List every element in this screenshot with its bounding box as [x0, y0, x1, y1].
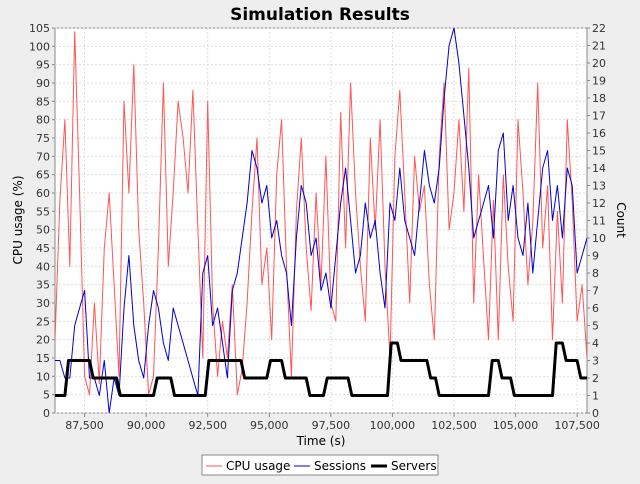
y-right-tick-label: 19 [592, 75, 606, 88]
y-left-tick-label: 85 [36, 95, 50, 108]
y-left-tick-label: 80 [36, 114, 50, 127]
y-right-tick-label: 22 [592, 22, 606, 35]
y-left-tick-label: 105 [29, 22, 50, 35]
series-line-sessions [55, 28, 587, 413]
legend-box [201, 454, 439, 476]
x-tick-label: 100,000 [370, 419, 416, 432]
y-left-tick-label: 60 [36, 187, 50, 200]
y-left-tick-label: 40 [36, 260, 50, 273]
legend: CPU usage Sessions Servers [201, 454, 439, 476]
y-right-tick-label: 21 [592, 40, 606, 53]
y-left-label: CPU usage (%) [11, 175, 25, 264]
y-right-tick-label: 18 [592, 92, 606, 105]
y-right-tick-label: 17 [592, 110, 606, 123]
y-right-tick-label: 10 [592, 232, 606, 245]
y-left-tick-label: 20 [36, 334, 50, 347]
y-left-tick-label: 5 [43, 389, 50, 402]
legend-label-cpu-usage: CPU usage [226, 459, 290, 473]
y-right-tick-label: 13 [592, 180, 606, 193]
y-left-tick-label: 10 [36, 370, 50, 383]
x-tick-label: 105,000 [493, 419, 539, 432]
y-left-tick-label: 45 [36, 242, 50, 255]
y-right-tick-label: 20 [592, 57, 606, 70]
y-right-tick-label: 6 [592, 302, 599, 315]
y-right-tick-label: 16 [592, 127, 606, 140]
y-left-tick-label: 15 [36, 352, 50, 365]
y-left-tick-label: 100 [29, 40, 50, 53]
x-tick-label: 102,500 [431, 419, 477, 432]
x-tick-label: 90,000 [127, 419, 166, 432]
y-left-tick-label: 90 [36, 77, 50, 90]
x-tick-label: 107,500 [554, 419, 600, 432]
y-left-tick-label: 25 [36, 315, 50, 328]
y-right-tick-label: 8 [592, 267, 599, 280]
y-left-tick-label: 0 [43, 407, 50, 420]
y-right-tick-label: 3 [592, 355, 599, 368]
x-tick-label: 92,500 [188, 419, 227, 432]
series-group [55, 28, 587, 413]
y-right-tick-label: 11 [592, 215, 606, 228]
x-axis: 87,500 90,000 92,500 95,000 97,500 100,000 102… [65, 413, 600, 432]
y-left-tick-label: 35 [36, 279, 50, 292]
y-left-tick-label: 70 [36, 150, 50, 163]
left-axis: 0 5 10 15 20 25 30 35 40 45 50 55 60 65 70 75 80 85 90 95 10… [29, 22, 55, 420]
y-right-tick-label: 14 [592, 162, 606, 175]
y-right-tick-label: 4 [592, 337, 599, 350]
plot-area [54, 27, 588, 414]
y-right-label: Count [614, 202, 628, 238]
y-right-tick-label: 12 [592, 197, 606, 210]
y-right-tick-label: 2 [592, 372, 599, 385]
y-right-tick-label: 5 [592, 320, 599, 333]
y-right-tick-label: 15 [592, 145, 606, 158]
series-line-servers [55, 341, 587, 397]
y-right-tick-label: 1 [592, 390, 599, 403]
y-left-tick-label: 50 [36, 224, 50, 237]
y-right-tick-label: 9 [592, 250, 599, 263]
chart-title: Simulation Results [230, 5, 410, 25]
y-right-tick-label: 0 [592, 407, 599, 420]
legend-label-sessions: Sessions [314, 459, 366, 473]
x-tick-label: 97,500 [312, 419, 351, 432]
x-axis-label: Time (s) [296, 434, 346, 448]
y-left-tick-label: 95 [36, 59, 50, 72]
y-left-tick-label: 65 [36, 169, 50, 182]
y-left-tick-label: 75 [36, 132, 50, 145]
y-right-tick-label: 7 [592, 285, 599, 298]
x-tick-label: 95,000 [250, 419, 289, 432]
legend-label-servers: Servers [391, 459, 437, 473]
series-line-cpu-usage [55, 31, 587, 396]
y-left-tick-label: 30 [36, 297, 50, 310]
x-tick-label: 87,500 [65, 419, 104, 432]
y-left-tick-label: 55 [36, 205, 50, 218]
